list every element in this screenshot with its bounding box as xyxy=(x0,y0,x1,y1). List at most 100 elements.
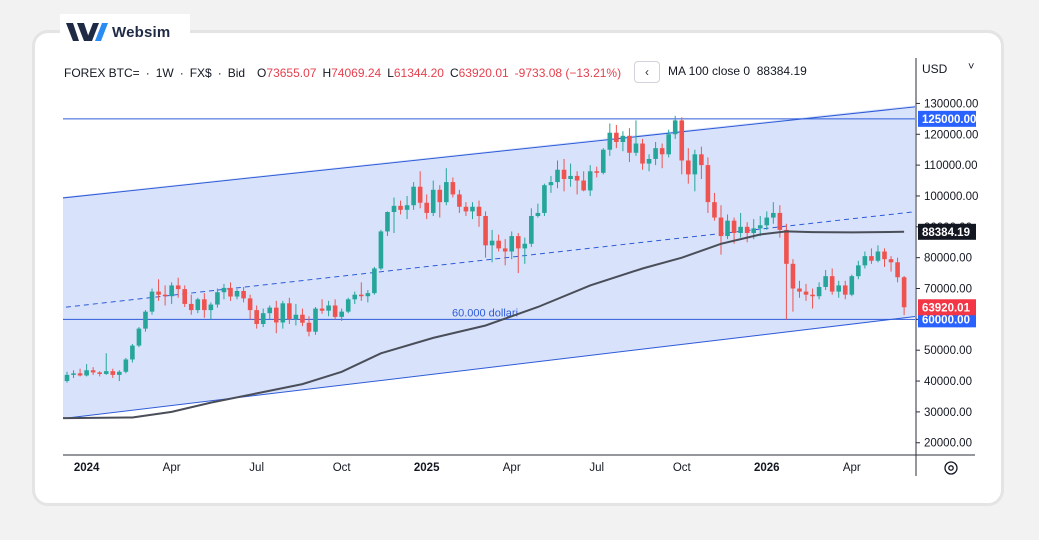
candle[interactable] xyxy=(810,288,815,309)
candle[interactable] xyxy=(470,202,475,220)
candle[interactable] xyxy=(790,259,796,312)
candle[interactable] xyxy=(149,288,155,315)
candle[interactable] xyxy=(705,157,711,213)
candle[interactable] xyxy=(659,143,665,169)
candle[interactable] xyxy=(476,200,482,227)
candle[interactable] xyxy=(385,211,390,237)
candle[interactable] xyxy=(542,183,547,217)
candle[interactable] xyxy=(555,160,560,189)
candle[interactable] xyxy=(509,231,515,260)
candle[interactable] xyxy=(332,299,338,320)
candle[interactable] xyxy=(548,175,554,193)
candle[interactable] xyxy=(856,260,861,280)
candle[interactable] xyxy=(869,248,874,264)
candle[interactable] xyxy=(306,316,312,337)
candle[interactable] xyxy=(712,192,717,221)
candle[interactable] xyxy=(391,197,397,233)
candle[interactable] xyxy=(300,308,305,327)
candle[interactable] xyxy=(365,290,371,303)
candle[interactable] xyxy=(162,285,168,306)
candle[interactable] xyxy=(260,308,266,328)
candle[interactable] xyxy=(195,297,201,314)
candle[interactable] xyxy=(123,357,129,374)
candle[interactable] xyxy=(672,115,678,139)
candle[interactable] xyxy=(77,368,83,377)
candle[interactable] xyxy=(496,234,501,252)
candle[interactable] xyxy=(352,291,358,304)
candle[interactable] xyxy=(568,163,573,187)
currency-selector[interactable]: USD xyxy=(922,62,948,76)
candle[interactable] xyxy=(725,214,730,240)
candle[interactable] xyxy=(901,275,907,316)
candle[interactable] xyxy=(784,223,789,320)
candle[interactable] xyxy=(882,248,887,267)
candle[interactable] xyxy=(718,205,724,255)
candle[interactable] xyxy=(437,185,443,218)
candle[interactable] xyxy=(202,293,207,318)
candle[interactable] xyxy=(574,171,580,195)
candle[interactable] xyxy=(581,171,586,192)
candle[interactable] xyxy=(875,245,881,263)
candle[interactable] xyxy=(97,371,102,377)
collapse-legend-button[interactable]: ‹ xyxy=(634,61,660,83)
candle[interactable] xyxy=(273,300,279,334)
candle[interactable] xyxy=(620,131,626,152)
candle[interactable] xyxy=(607,123,613,156)
candle[interactable] xyxy=(757,216,763,237)
candle[interactable] xyxy=(614,125,619,149)
candle[interactable] xyxy=(738,212,743,238)
candle[interactable] xyxy=(522,237,528,264)
candle[interactable] xyxy=(744,222,750,243)
candle[interactable] xyxy=(450,177,456,198)
candle[interactable] xyxy=(600,148,606,175)
candle[interactable] xyxy=(345,297,351,314)
candle[interactable] xyxy=(228,282,233,301)
candle[interactable] xyxy=(247,294,253,320)
candle[interactable] xyxy=(188,294,194,315)
candle[interactable] xyxy=(267,305,273,320)
candle[interactable] xyxy=(221,283,227,300)
candle[interactable] xyxy=(319,299,325,314)
candle[interactable] xyxy=(404,195,410,220)
candle[interactable] xyxy=(241,286,246,303)
candle[interactable] xyxy=(686,148,691,184)
candle[interactable] xyxy=(483,211,488,258)
candle[interactable] xyxy=(71,370,76,378)
candle[interactable] xyxy=(417,171,423,209)
candle[interactable] xyxy=(515,232,521,274)
candle[interactable] xyxy=(378,229,384,270)
candle[interactable] xyxy=(136,327,142,348)
candle[interactable] xyxy=(842,280,848,300)
candle[interactable] xyxy=(764,211,770,230)
candle[interactable] xyxy=(489,229,495,263)
candle[interactable] xyxy=(627,128,632,163)
legend-symbol[interactable]: FOREX BTC= xyxy=(64,66,140,80)
legend-interval[interactable]: 1W xyxy=(155,66,174,80)
candle[interactable] xyxy=(130,344,135,363)
candle[interactable] xyxy=(234,289,240,300)
candle[interactable] xyxy=(895,257,900,283)
candle[interactable] xyxy=(430,180,436,217)
candle[interactable] xyxy=(372,266,377,295)
candle[interactable] xyxy=(64,371,70,383)
candle[interactable] xyxy=(829,268,835,295)
candle[interactable] xyxy=(313,307,318,335)
candle[interactable] xyxy=(587,165,593,196)
candle[interactable] xyxy=(169,282,174,304)
candle[interactable] xyxy=(561,158,567,192)
candle[interactable] xyxy=(699,146,704,179)
candle[interactable] xyxy=(457,189,462,213)
candle[interactable] xyxy=(633,120,639,156)
candle[interactable] xyxy=(143,310,148,332)
candle[interactable] xyxy=(666,129,671,158)
candle[interactable] xyxy=(411,182,416,210)
candle[interactable] xyxy=(444,168,449,206)
chevron-down-icon[interactable]: ˅ xyxy=(968,61,975,73)
candle[interactable] xyxy=(84,364,89,377)
candle[interactable] xyxy=(836,280,842,298)
candle[interactable] xyxy=(529,208,534,247)
candle[interactable] xyxy=(502,239,508,266)
candle[interactable] xyxy=(803,283,809,301)
